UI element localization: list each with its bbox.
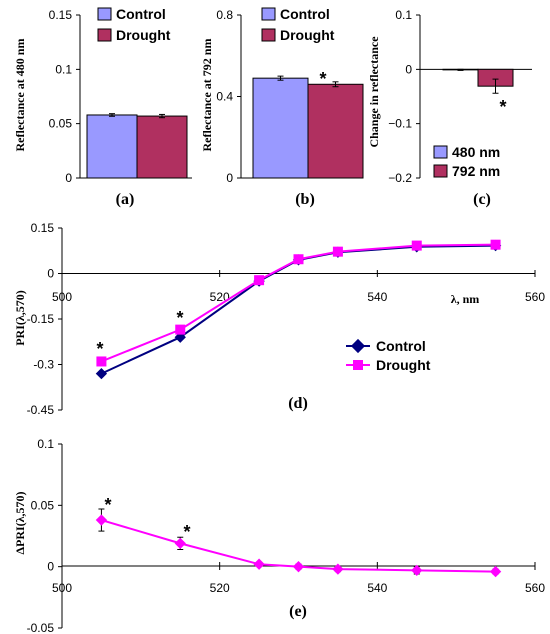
panel-d-xlabel: λ, nm: [451, 292, 480, 306]
panel-a-legend-swatch-control: [97, 7, 112, 21]
d-drought-point: [175, 324, 186, 335]
panel-c-legend-swatch-792: [433, 164, 448, 178]
d-drought-point: [293, 254, 304, 265]
panel-e-ylabel: ΔPRI(λ,570): [13, 491, 27, 554]
d-ytick-label: -0.3: [33, 358, 54, 372]
panel-b-legend-swatch-drought: [261, 28, 276, 42]
panel-b: Reflectance at 792 nm 0 0.4 0.8 Control Dr…: [200, 6, 364, 208]
d-xtick-label: 520: [210, 290, 230, 304]
d-drought-point: [411, 240, 422, 251]
d-drought-point: [96, 356, 107, 367]
b-ytick-label: 0.4: [216, 90, 233, 104]
d-xtick-label: 540: [367, 290, 387, 304]
panel-d-star-505: *: [96, 339, 103, 359]
e-ytick-label: 0.05: [31, 498, 55, 512]
panel-d-legend-marker-control: [350, 338, 366, 354]
panel-b-label: (b): [295, 191, 315, 208]
e-point: [332, 563, 344, 575]
c-ytick-label: −0.1: [388, 117, 412, 131]
a-bar-0: [86, 114, 138, 179]
panel-b-legend-control: Control: [280, 6, 330, 22]
a-ytick-label: 0.05: [49, 117, 73, 131]
panel-c-ylabel: Change in reflectance: [367, 36, 381, 148]
b-bar-1: [307, 83, 364, 179]
panel-c-star: *: [499, 97, 506, 117]
panel-b-star: *: [319, 69, 326, 89]
e-ytick-label: 0.1: [37, 437, 54, 451]
panel-a: Reflectance at 480 nm 0 0.05 0.1 0.15 Contr…: [13, 6, 192, 208]
d-ytick-label: 0: [47, 267, 54, 281]
d-drought-point: [254, 275, 265, 286]
e-xtick-label: 520: [210, 581, 230, 595]
panel-e: ΔPRI(λ,570) 0.10.050-0.05 500 520 540 560 *…: [13, 437, 545, 634]
e-point: [411, 564, 423, 577]
e-point: [489, 565, 502, 578]
d-xtick-label: 560: [525, 290, 545, 304]
panel-b-legend-drought: Drought: [280, 27, 335, 43]
panel-d-legend-drought: Drought: [376, 357, 431, 373]
panel-d: PRI(λ,570) 0.150-0.15-0.3-0.45 500 520 540…: [13, 221, 545, 417]
panel-d-star-515: *: [176, 308, 183, 328]
e-point: [95, 514, 108, 526]
d-ytick-label: -0.45: [27, 403, 55, 417]
panel-c-legend-swatch-480: [433, 145, 448, 159]
panel-c: Change in reflectance 0.1 0 −0.1 −0.2 * 480…: [367, 8, 532, 208]
b-ytick-label: 0: [226, 171, 233, 185]
panel-e-label: (e): [289, 603, 307, 620]
e-ytick-label: 0: [47, 560, 54, 574]
e-xtick-label: 560: [525, 581, 545, 595]
panel-c-legend-480: 480 nm: [452, 144, 500, 160]
panel-b-ylabel: Reflectance at 792 nm: [200, 39, 214, 152]
panel-b-y-axis: [237, 14, 242, 179]
panel-b-legend-swatch-control: [261, 7, 276, 21]
panel-d-label: (d): [288, 395, 308, 412]
e-point: [174, 537, 186, 550]
panel-e-star-515: *: [183, 522, 190, 542]
a-ytick-label: 0.15: [49, 8, 73, 22]
b-bar-0: [252, 77, 309, 179]
panel-c-y-axis: [416, 14, 421, 179]
e-ytick-label: -0.05: [27, 621, 55, 634]
e-point: [292, 561, 305, 573]
c-ytick-label: −0.2: [388, 171, 412, 185]
d-control-point: [95, 367, 108, 380]
c-ytick-label: 0.1: [395, 8, 412, 22]
a-ytick-label: 0: [65, 171, 72, 185]
panel-a-legend-drought: Drought: [116, 27, 171, 43]
d-ytick-label: 0.15: [31, 221, 55, 235]
panel-e-star-505: *: [104, 495, 111, 515]
e-point: [253, 558, 265, 570]
panel-c-label: (c): [473, 191, 491, 208]
a-bar-1: [136, 115, 188, 179]
d-drought-point: [332, 246, 343, 257]
panel-d-ylabel: PRI(λ,570): [13, 290, 27, 346]
panel-a-legend-control: Control: [116, 6, 166, 22]
panel-a-label: (a): [116, 191, 135, 208]
panel-c-legend-792: 792 nm: [452, 163, 500, 179]
c-ytick-label: 0: [405, 62, 412, 76]
b-ytick-label: 0.8: [216, 8, 233, 22]
e-xtick-label: 540: [367, 581, 387, 595]
d-drought-point: [490, 239, 501, 250]
d-ytick-label: -0.15: [27, 312, 55, 326]
panel-a-ylabel: Reflectance at 480 nm: [13, 39, 27, 152]
panel-d-legend-control: Control: [376, 338, 426, 354]
panel-a-legend-swatch-drought: [97, 28, 112, 42]
a-ytick-label: 0.1: [55, 62, 72, 76]
panel-d-legend-marker-drought: [353, 360, 363, 370]
panel-a-y-axis: [76, 14, 81, 179]
